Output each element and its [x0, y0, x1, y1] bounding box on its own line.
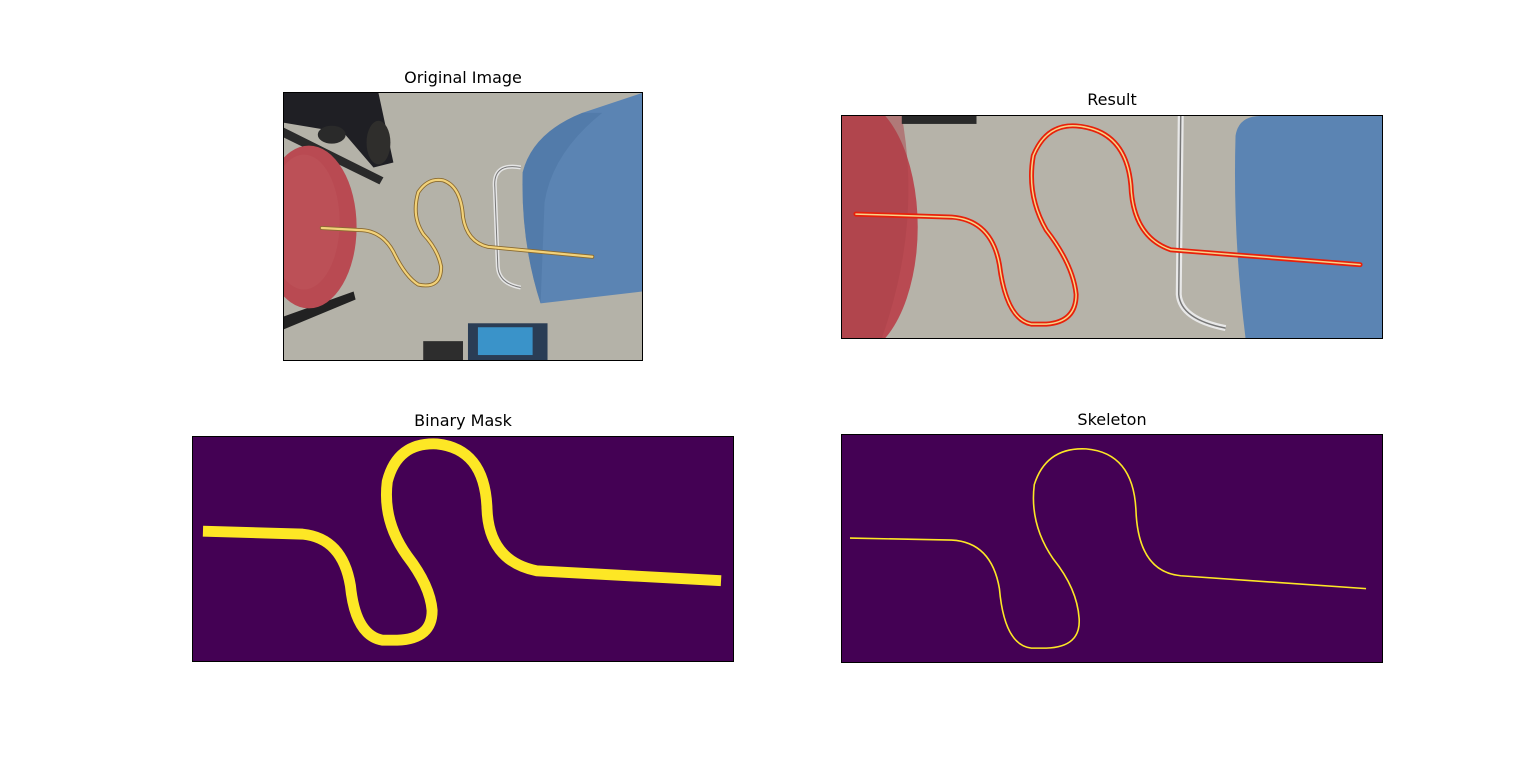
- panel-title-original: Original Image: [404, 68, 522, 87]
- panel-title-mask: Binary Mask: [414, 411, 512, 430]
- mask-background: [193, 437, 733, 661]
- mask-image: [193, 437, 733, 661]
- right-shoe: [366, 120, 391, 165]
- mask-foreground: [202, 438, 722, 646]
- skeleton-background: [842, 435, 1382, 662]
- panel-title-skeleton: Skeleton: [1077, 410, 1147, 429]
- result-photo: [842, 116, 1382, 338]
- rope: [855, 125, 1361, 325]
- skeleton-line: [849, 448, 1367, 649]
- binary-mask-panel: [192, 436, 734, 662]
- original-photo: [284, 93, 642, 360]
- original-image-panel: [283, 92, 643, 361]
- rope: [320, 178, 594, 287]
- skeleton-panel: [841, 434, 1383, 663]
- panel-title-result: Result: [1087, 90, 1137, 109]
- left-shoe: [317, 125, 346, 144]
- skeleton-image: [842, 435, 1382, 662]
- blue-chair: [1234, 116, 1382, 338]
- result-panel: [841, 115, 1383, 339]
